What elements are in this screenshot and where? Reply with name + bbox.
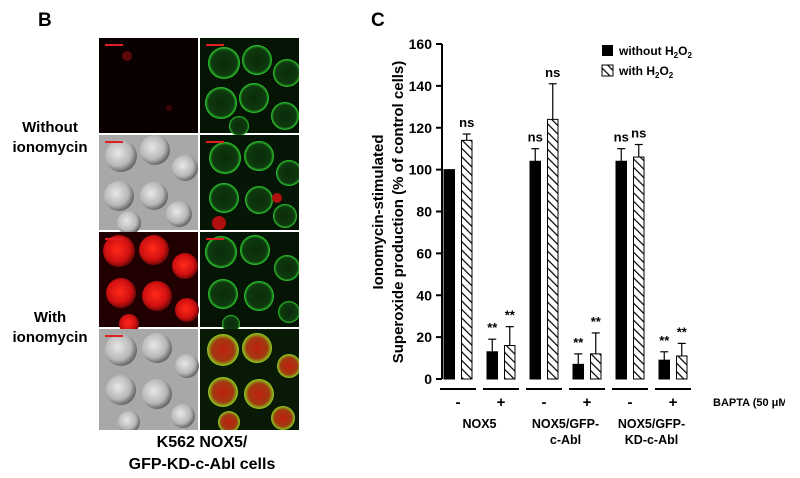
- y-tick-label: 120: [409, 120, 433, 136]
- tile-green-without: [200, 38, 299, 136]
- significance-label: **: [677, 324, 688, 339]
- legend: without H2O2 with H2O2: [601, 44, 692, 80]
- significance-label: **: [487, 320, 498, 335]
- treatment-sign: -: [542, 394, 547, 411]
- bar-solid: [572, 363, 584, 380]
- microscopy-grid: [99, 38, 299, 430]
- tile-red-without: [99, 38, 198, 133]
- bar-hatched: [461, 139, 473, 380]
- significance-label: ns: [545, 65, 560, 80]
- treatment-sign: +: [583, 394, 592, 411]
- significance-label: ns: [614, 130, 629, 145]
- significance-label: ns: [528, 130, 543, 145]
- tile-green-with: [200, 232, 299, 333]
- row-label-line1: Without: [22, 119, 78, 136]
- y-tick-label: 100: [409, 162, 433, 178]
- tile-red-with: [99, 232, 199, 334]
- significance-label: ns: [631, 126, 646, 141]
- y-tick-label: 20: [416, 329, 432, 345]
- caption-line1: K562 NOX5/: [156, 434, 248, 451]
- group-label-line1: NOX5: [462, 417, 496, 431]
- legend-swatch-solid: [602, 45, 613, 56]
- bar-solid: [529, 160, 541, 380]
- y-tick-label: 40: [416, 287, 432, 303]
- y-tick-label: 160: [409, 36, 433, 52]
- significance-label: ns: [459, 115, 474, 130]
- y-tick-label: 60: [416, 245, 432, 261]
- significance-label: **: [573, 335, 584, 350]
- group-label-line2: c-Abl: [550, 433, 581, 447]
- bar-solid: [486, 351, 498, 380]
- legend-label-with: with H2O2: [618, 64, 674, 80]
- y-tick-label: 140: [409, 78, 433, 94]
- treatment-sign: -: [628, 394, 633, 411]
- row-label-line2: ionomycin: [12, 139, 88, 156]
- scale-bars: [105, 44, 224, 337]
- bar-chart: Ionomycin-stimulated Superoxide producti…: [370, 36, 785, 447]
- y-axis-label-line1: Ionomycin-stimulated: [370, 134, 387, 289]
- bar-hatched: [676, 355, 688, 380]
- tile-gray-without: [99, 135, 198, 235]
- row-label-without-ionomycin: Without ionomycin: [0, 118, 100, 158]
- y-tick-label: 80: [416, 204, 432, 220]
- significance-label: **: [659, 333, 670, 348]
- y-axis-label-line2: Superoxide production (% of control cell…: [390, 61, 407, 364]
- row-label-with-ionomycin: With ionomycin: [0, 308, 100, 348]
- row-label-line1: With: [33, 309, 67, 326]
- treatment-sign: +: [669, 394, 678, 411]
- significance-label: **: [505, 308, 516, 323]
- treatment-sign: +: [497, 394, 506, 411]
- microscopy-caption: K562 NOX5/ GFP-KD-c-Abl cells: [72, 432, 332, 476]
- caption-line2: GFP-KD-c-Abl cells: [128, 456, 276, 473]
- treatment-sign: -: [456, 394, 461, 411]
- tile-merge-with: [200, 329, 299, 430]
- row-label-line2: ionomycin: [12, 329, 88, 346]
- group-label-line2: KD-c-Abl: [625, 433, 678, 447]
- legend-label-without: without H2O2: [618, 44, 692, 60]
- bar-solid: [615, 160, 627, 380]
- bar-hatched: [633, 156, 645, 380]
- bar-solid: [443, 169, 455, 380]
- group-label-line1: NOX5/GFP-: [532, 417, 599, 431]
- legend-swatch-hatched: [601, 64, 614, 77]
- bar-hatched: [590, 353, 602, 380]
- bar-hatched: [504, 345, 516, 380]
- significance-label: **: [591, 314, 602, 329]
- panel-c-letter: C: [371, 10, 385, 31]
- group-label-line1: NOX5/GFP-: [618, 417, 685, 431]
- bar-solid: [658, 359, 670, 380]
- treatment-label: BAPTA (50 μM): [713, 397, 785, 409]
- bar-hatched: [547, 118, 559, 380]
- y-tick-label: 0: [424, 371, 432, 387]
- tile-gray-with: [99, 329, 199, 430]
- panel-b-letter: B: [38, 10, 52, 31]
- tile-merge-without: [200, 135, 299, 230]
